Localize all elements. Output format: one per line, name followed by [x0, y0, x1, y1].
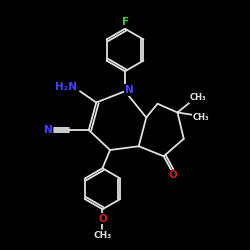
Text: CH₃: CH₃: [93, 232, 112, 240]
Text: H₂N: H₂N: [55, 82, 77, 92]
Text: O: O: [168, 170, 177, 180]
Text: N: N: [125, 85, 134, 95]
Text: F: F: [122, 17, 129, 27]
Text: CH₃: CH₃: [190, 93, 206, 102]
Text: N: N: [44, 125, 52, 135]
Text: O: O: [98, 214, 107, 224]
Text: CH₃: CH₃: [193, 112, 210, 122]
